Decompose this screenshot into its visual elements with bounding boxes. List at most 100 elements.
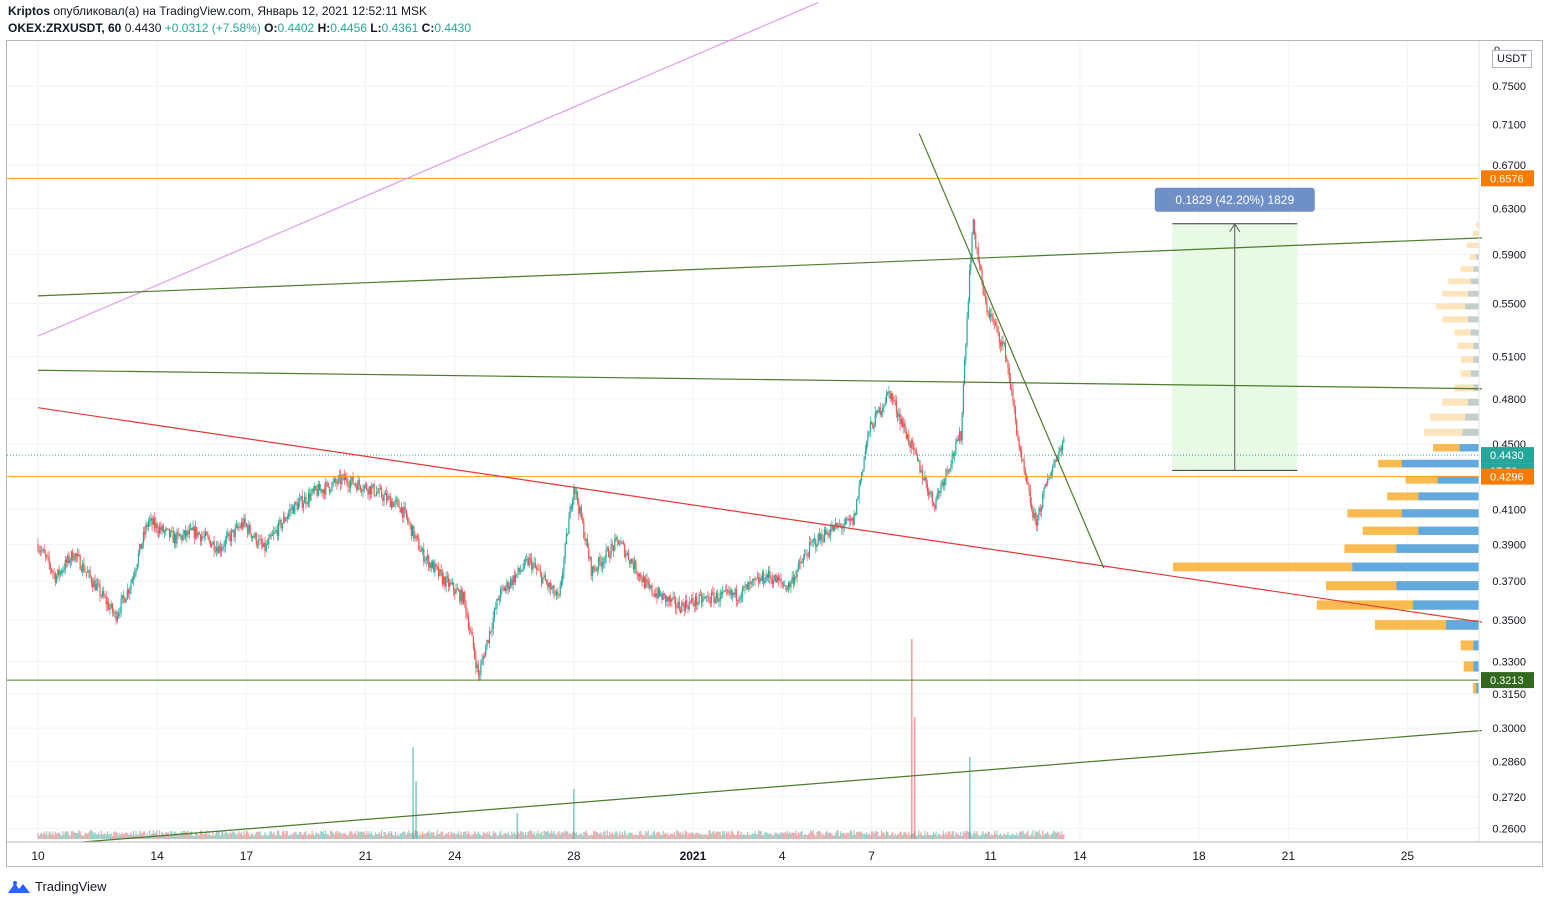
volume-bar <box>841 833 843 839</box>
candle-body <box>740 596 742 599</box>
currency-unit-badge[interactable]: USDT <box>1492 50 1532 68</box>
volume-bar <box>228 834 230 839</box>
drawings[interactable] <box>7 2 1482 843</box>
candle-body <box>41 550 43 552</box>
volume-bar <box>115 832 117 839</box>
volume-bar <box>250 833 252 839</box>
candle-body <box>487 639 489 643</box>
candle-body <box>769 570 771 578</box>
candle-body <box>52 571 54 573</box>
candle-body <box>430 562 432 569</box>
candle-body <box>144 531 146 535</box>
candle-body <box>744 586 746 588</box>
candle-body <box>962 384 964 413</box>
candle-body <box>480 664 482 675</box>
candle-body <box>283 516 285 524</box>
volume-bar <box>934 834 936 839</box>
volume-bar <box>775 832 777 839</box>
volume-bar <box>668 835 670 839</box>
volume-bar <box>924 830 926 839</box>
candle-body <box>194 527 197 539</box>
volume-bar <box>605 834 607 839</box>
candle-body <box>398 500 400 508</box>
candle-body <box>1003 343 1005 345</box>
volume-bar <box>248 833 250 839</box>
volume-bar <box>478 833 481 839</box>
symbol-title[interactable]: OKEX:ZRXUSDT, 60 <box>8 21 122 35</box>
candle-body <box>777 576 780 581</box>
candle-body <box>754 578 756 580</box>
trend-line-green-falling <box>918 133 1105 569</box>
volume-bar <box>531 830 533 839</box>
candle-body <box>452 582 455 591</box>
volume-bar <box>127 834 130 839</box>
price-axis[interactable]: 0.75000.71000.67000.63000.59000.55000.51… <box>1478 41 1526 842</box>
candle-body <box>652 593 654 595</box>
volume-bar <box>617 835 620 839</box>
volume-profile-bar <box>1423 428 1479 436</box>
candle-body <box>823 529 826 542</box>
volume-bar <box>255 832 257 839</box>
volume-bar <box>409 833 411 839</box>
volume-bar <box>678 832 680 839</box>
volume-profile-bar <box>1467 316 1479 323</box>
volume-bar <box>961 835 963 839</box>
candle-body <box>497 599 499 601</box>
volume-spike <box>910 639 913 839</box>
volume-bar <box>183 830 185 839</box>
volume-bar <box>746 832 749 839</box>
volume-bar <box>502 834 504 839</box>
measure-tool[interactable]: 0.1829 (42.20%) 1829 <box>1154 187 1315 471</box>
candle-body <box>761 572 764 581</box>
volume-bar <box>529 830 532 839</box>
volume-bar <box>211 835 213 839</box>
candle-body <box>361 489 363 492</box>
candle-body <box>666 596 668 602</box>
candle-body <box>619 544 621 545</box>
volume-bar <box>696 832 698 839</box>
candle-body <box>390 501 393 508</box>
volume-bar <box>390 831 393 839</box>
candle-body <box>578 502 580 514</box>
candle-body <box>114 611 116 614</box>
volume-bar <box>727 832 729 839</box>
candle-body <box>951 453 953 464</box>
volume-bar <box>772 835 775 839</box>
candle-body <box>405 510 408 518</box>
volume-bar <box>734 834 736 839</box>
candle-body <box>336 482 338 484</box>
volume-bar <box>738 830 740 839</box>
candle-body <box>655 593 657 597</box>
candle-body <box>720 592 723 595</box>
volume-bar <box>398 835 400 839</box>
open-value: 0.4402 <box>277 21 315 35</box>
author-name[interactable]: Kriptos <box>8 4 50 18</box>
time-axis[interactable]: 10 14 17 21 24 28 2021 4 7 11 14 18 21 25 <box>7 841 1543 863</box>
volume-bar <box>951 831 953 839</box>
candle-body <box>268 538 270 545</box>
volume-bar <box>346 834 348 839</box>
volume-bar <box>766 833 768 839</box>
candle-body <box>658 588 661 596</box>
candle-body <box>364 484 367 486</box>
candle-body <box>825 529 827 535</box>
volume-bar <box>186 830 188 839</box>
volume-bar <box>204 833 207 839</box>
candle-body <box>446 576 448 578</box>
volume-bar <box>187 830 189 839</box>
candle-body <box>942 482 945 486</box>
volume-spike <box>516 813 519 839</box>
volume-bar <box>1014 835 1017 839</box>
volume-bar <box>284 833 286 839</box>
candle-body <box>82 563 84 572</box>
tradingview-logo[interactable]: TradingView <box>7 879 107 894</box>
volume-bar <box>1022 830 1024 839</box>
candle-body <box>980 265 982 270</box>
volume-bar <box>1048 834 1050 839</box>
volume-bar <box>837 830 839 839</box>
candle-body <box>228 533 230 536</box>
volume-bar <box>1009 835 1012 839</box>
volume-bar <box>884 834 886 839</box>
volume-bar <box>967 831 969 839</box>
